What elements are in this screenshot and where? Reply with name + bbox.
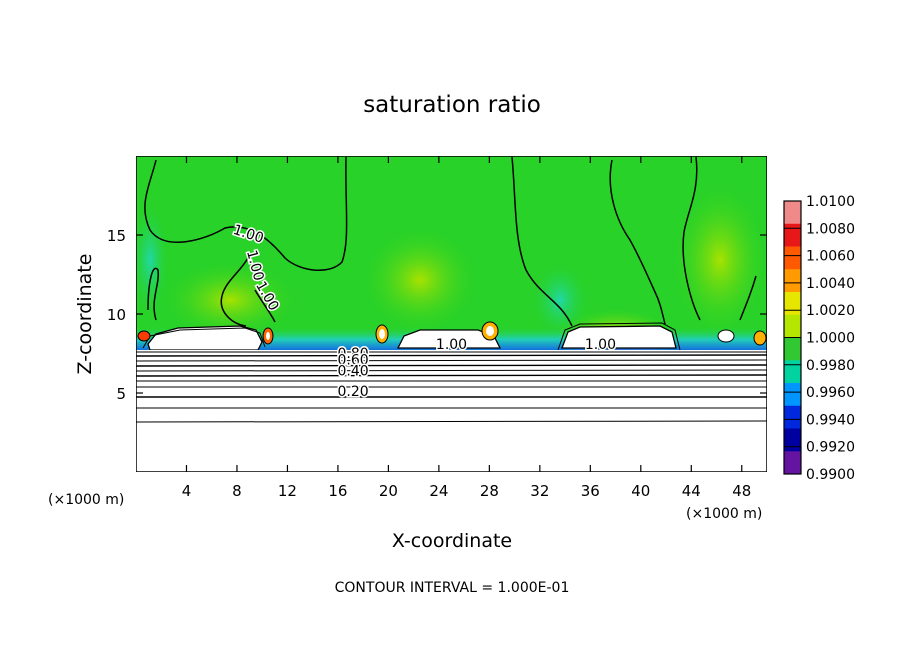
colorbar-segment (784, 405, 801, 429)
cloud-blob (753, 330, 767, 346)
colorbar-label: 1.0060 (806, 249, 855, 265)
y-tick-label: 15 (107, 227, 126, 245)
colorbar-label: 0.9960 (806, 385, 855, 401)
contour-label: 0.20 (337, 384, 368, 400)
cloud-blob (379, 329, 385, 339)
colorbar: 1.0100 1.0080 1.0060 1.0040 1.0020 1.0000 0.99… (783, 194, 855, 483)
warm-patch (360, 225, 480, 335)
colorbar-segment (784, 428, 801, 452)
colorbar-label: 1.0040 (806, 276, 855, 292)
colorbar-segment (784, 337, 801, 361)
x-tick-label: 20 (379, 482, 398, 500)
contour-label: 1.00 (585, 337, 616, 353)
x-tick-label: 32 (530, 482, 549, 500)
contour-label: 0.60 (337, 353, 368, 369)
colorbar-segment (784, 269, 801, 293)
colorbar-label: 1.0100 (806, 194, 855, 210)
chart-title: saturation ratio (363, 92, 541, 118)
x-tick-label: 44 (682, 482, 701, 500)
colorbar-segment (784, 292, 801, 316)
contour-label: 1.00 (436, 337, 467, 353)
colorbar-label: 0.9980 (806, 358, 855, 374)
x-tick-label: 36 (581, 482, 600, 500)
x-unit-left: (×1000 m) (48, 492, 124, 508)
x-tick-label: 48 (732, 482, 751, 500)
contour-label: 0.40 (337, 364, 368, 380)
colorbar-segment (784, 223, 801, 247)
unity-contours (144, 156, 757, 327)
colorbar-segment (784, 451, 801, 475)
cloud-region (561, 325, 677, 349)
subsaturated-contours (136, 351, 767, 423)
cloud-blob (137, 330, 151, 342)
colorbar-segment (784, 360, 801, 384)
y-tick-label: 10 (107, 306, 126, 324)
y-axis-label: Z-coordinate (74, 254, 96, 375)
colorbar-segment (784, 314, 801, 338)
x-tick-label: 24 (429, 482, 448, 500)
colorbar-segment (784, 383, 801, 407)
x-tick-label: 12 (278, 482, 297, 500)
colorbar-segment (784, 201, 801, 225)
warm-patch (670, 180, 767, 340)
colorbar-label: 1.0000 (806, 331, 855, 347)
x-tick-label: 4 (182, 482, 192, 500)
cloud-blob (486, 326, 494, 336)
colorbar-label: 0.9920 (806, 440, 855, 456)
plot-area (136, 156, 767, 472)
y-axis: 5 10 15 (107, 227, 767, 403)
cloud-blob (717, 329, 735, 343)
colorbar-label: 0.9940 (806, 412, 855, 428)
warm-patch (160, 260, 300, 340)
cloud-region (396, 329, 502, 349)
contour-interval-note: CONTOUR INTERVAL = 1.000E-01 (335, 580, 570, 596)
colorbar-label: 0.9900 (806, 467, 855, 483)
cloud-region (557, 322, 681, 351)
x-tick-label: 28 (480, 482, 499, 500)
x-tick-label: 8 (232, 482, 242, 500)
x-tick-label: 16 (328, 482, 347, 500)
cloud-blob (266, 332, 270, 340)
dry-region (136, 350, 767, 472)
x-axis: 4 8 12 16 20 24 28 32 36 40 44 48 (182, 156, 751, 500)
y-tick-label: 5 (116, 385, 126, 403)
x-tick-label: 40 (631, 482, 650, 500)
colorbar-segment (784, 246, 801, 270)
colorbar-label: 1.0020 (806, 303, 855, 319)
x-axis-label: X-coordinate (392, 530, 512, 552)
x-unit-right: (×1000 m) (686, 506, 762, 522)
contour-label: 0.80 (337, 346, 368, 362)
colorbar-label: 1.0080 (806, 221, 855, 237)
teal-patch (136, 200, 170, 320)
